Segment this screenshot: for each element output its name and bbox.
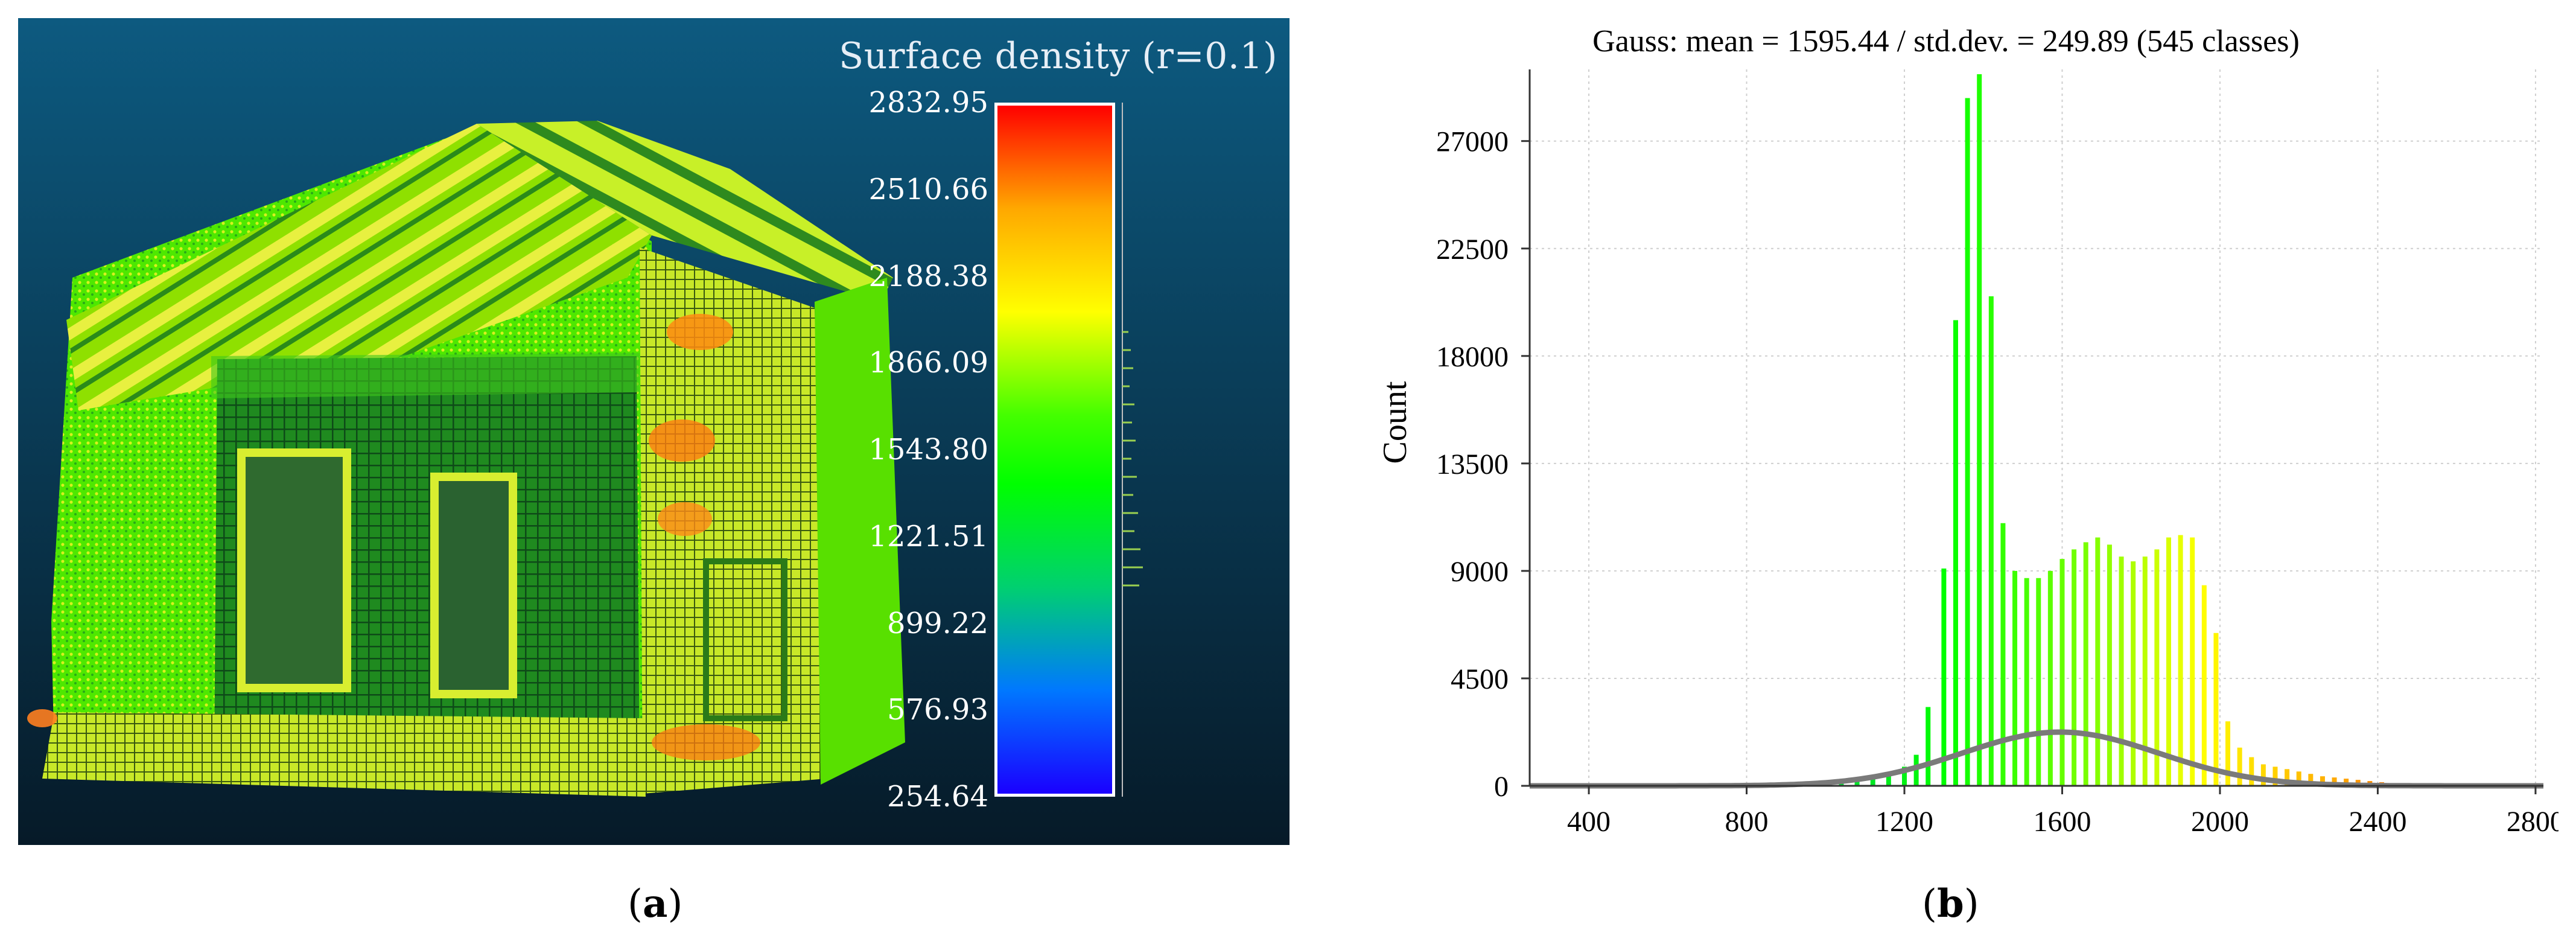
histogram-bar bbox=[2083, 542, 2088, 786]
histogram-bar bbox=[2296, 771, 2301, 786]
histogram-bar bbox=[2320, 776, 2325, 786]
y-tick-label: 18000 bbox=[1436, 341, 1509, 373]
histogram-bar bbox=[2260, 764, 2266, 786]
scale-title: Surface density (r=0.1) bbox=[839, 35, 1277, 77]
x-tick-label: 1200 bbox=[1875, 806, 1933, 838]
x-tick-label: 400 bbox=[1567, 806, 1611, 838]
tick-labels: 400 800 1200 1600 2000 2400 2800 0 4500 9000 13500… bbox=[1436, 126, 2559, 838]
histogram-bar bbox=[1870, 776, 1875, 786]
colorbar-tick: 2832.95 bbox=[868, 86, 989, 120]
histogram-bar bbox=[1886, 774, 1891, 786]
y-tick-label: 0 bbox=[1494, 771, 1509, 803]
histogram-bar bbox=[2072, 549, 2077, 786]
panel-a-label-close: ) bbox=[667, 882, 683, 926]
panel-b-label-open: ( bbox=[1922, 882, 1937, 926]
y-tick-label: 22500 bbox=[1436, 234, 1509, 266]
colorbar-tick: 1221.51 bbox=[868, 519, 989, 553]
histogram-bar bbox=[2059, 559, 2065, 786]
point-cloud-panel: Surface density (r=0.1) 2832.95 2510.66 … bbox=[18, 18, 1290, 845]
histogram-bar bbox=[1988, 296, 1994, 786]
histogram-bar bbox=[2308, 774, 2314, 786]
histogram-bar bbox=[2154, 549, 2160, 786]
histogram-bar bbox=[2272, 767, 2278, 786]
histogram-bar bbox=[2095, 537, 2101, 786]
histogram-bar bbox=[2285, 769, 2290, 786]
panel-b-label-close: ) bbox=[1964, 882, 1979, 926]
chart-title: Gauss: mean = 1595.44 / std.dev. = 249.8… bbox=[1592, 24, 2300, 59]
panel-b-label-letter: b bbox=[1936, 881, 1964, 926]
x-tick-label: 2800 bbox=[2507, 806, 2559, 838]
x-tick-label: 2400 bbox=[2349, 806, 2406, 838]
colorbar-tick: 1866.09 bbox=[868, 346, 989, 380]
histogram-bar bbox=[2344, 779, 2349, 786]
histogram-bar bbox=[2036, 578, 2041, 786]
axes bbox=[1521, 69, 2543, 794]
histogram-bar bbox=[2142, 556, 2148, 786]
histogram-bar bbox=[1977, 74, 1982, 786]
histogram-bar bbox=[1854, 779, 1860, 786]
colorbar-tick: 2510.66 bbox=[868, 172, 989, 206]
histogram-bar bbox=[1902, 767, 1907, 786]
histogram-bar bbox=[2131, 561, 2136, 786]
colorbar-tick: 254.64 bbox=[887, 780, 988, 814]
histogram-bar bbox=[2024, 578, 2029, 786]
colorbar-histogram bbox=[1122, 103, 1143, 797]
y-tick-label: 13500 bbox=[1436, 448, 1509, 480]
histogram-bars bbox=[1713, 74, 2408, 786]
histogram-bar bbox=[2225, 721, 2231, 786]
histogram-bar bbox=[1953, 320, 1958, 786]
histogram-bar bbox=[2107, 544, 2112, 786]
y-axis-label: Count bbox=[1376, 381, 1414, 464]
histogram-bar bbox=[2047, 570, 2053, 786]
panel-b-label: (b) bbox=[1922, 881, 1979, 926]
histogram-bar bbox=[1965, 98, 1970, 786]
histogram-panel: Gauss: mean = 1595.44 / std.dev. = 249.8… bbox=[1334, 0, 2559, 857]
colorbar-tick: 899.22 bbox=[887, 606, 988, 640]
histogram-bar bbox=[2178, 535, 2183, 786]
histogram-bar bbox=[2119, 556, 2124, 786]
y-tick-label: 9000 bbox=[1451, 556, 1509, 588]
histogram-bar bbox=[2332, 777, 2337, 786]
panel-a-label-letter: a bbox=[642, 881, 668, 926]
histogram-bar bbox=[1913, 754, 1919, 786]
x-tick-label: 2000 bbox=[2191, 806, 2249, 838]
histogram-bar bbox=[1926, 707, 1931, 786]
y-tick-label: 27000 bbox=[1436, 126, 1509, 158]
x-tick-label: 800 bbox=[1725, 806, 1769, 838]
histogram-bar bbox=[2249, 757, 2254, 786]
histogram-chart: Gauss: mean = 1595.44 / std.dev. = 249.8… bbox=[1376, 24, 2559, 838]
histogram-bar bbox=[2213, 633, 2219, 786]
histogram-bar bbox=[2237, 747, 2242, 786]
histogram-bar bbox=[2201, 585, 2207, 786]
histogram-bar bbox=[2012, 570, 2018, 786]
colorbar-tick: 576.93 bbox=[887, 693, 988, 727]
x-tick-label: 1600 bbox=[2033, 806, 2091, 838]
colorbar-tick: 2188.38 bbox=[868, 259, 989, 293]
colorbar-gradient bbox=[994, 103, 1115, 797]
colorbar-tick: 1543.80 bbox=[868, 433, 989, 467]
histogram-bar bbox=[2000, 523, 2006, 786]
panel-a-label-open: ( bbox=[628, 882, 643, 926]
y-tick-label: 4500 bbox=[1451, 663, 1509, 695]
histogram-bar bbox=[2166, 537, 2171, 786]
panel-a-label: (a) bbox=[628, 881, 682, 926]
histogram-bar bbox=[2190, 537, 2195, 786]
histogram-bar bbox=[1941, 568, 1947, 786]
colorbar: 2832.95 2510.66 2188.38 1866.09 1543.80 … bbox=[869, 86, 1236, 814]
